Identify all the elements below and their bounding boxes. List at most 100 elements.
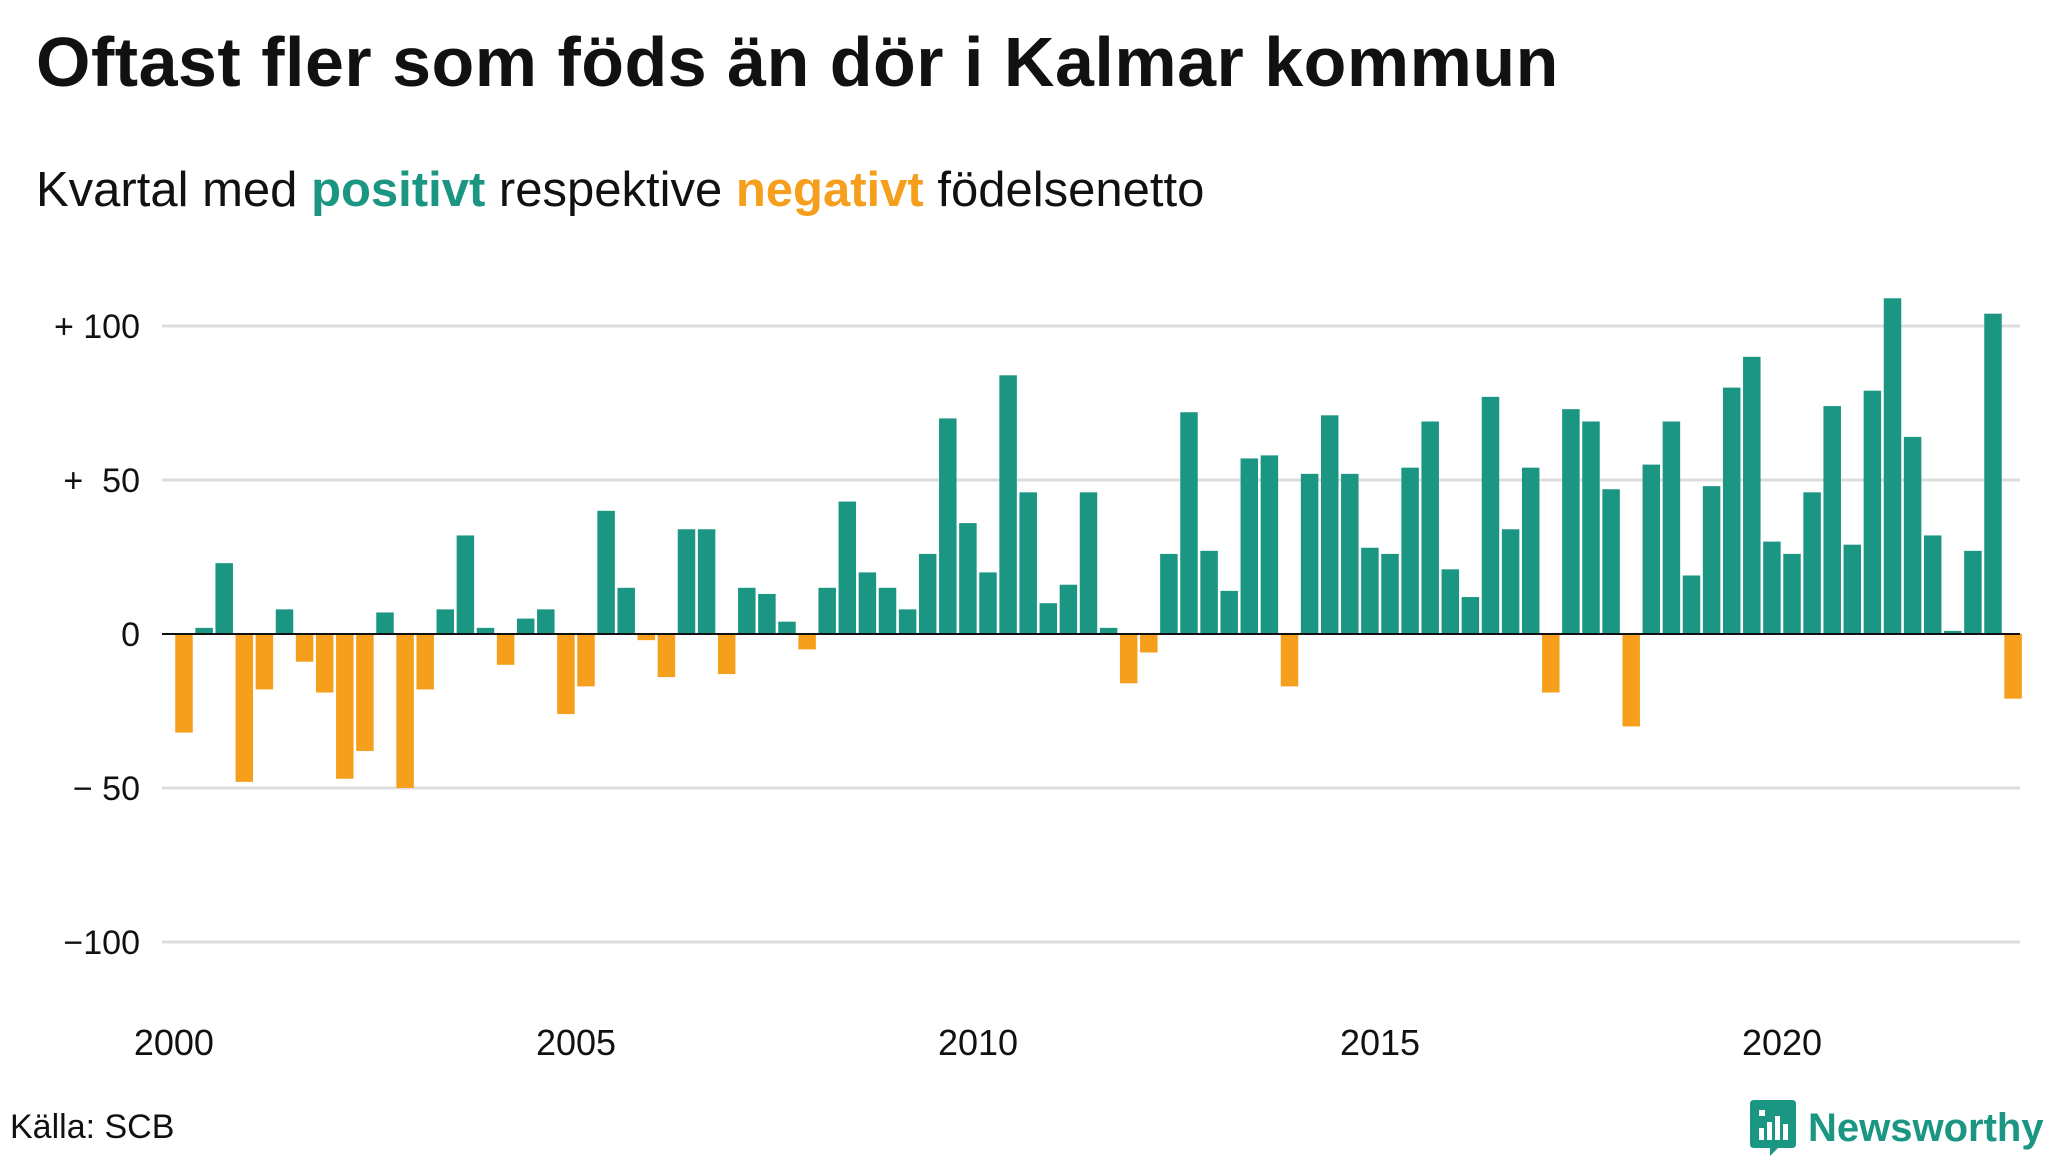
bar-2004-q3 bbox=[537, 609, 555, 634]
bar-2021-q3 bbox=[1903, 436, 1922, 634]
bar-2009-q4 bbox=[959, 523, 977, 634]
bar-2000-q1 bbox=[175, 634, 193, 733]
bar-2009-q3 bbox=[939, 418, 957, 634]
bar-2011-q1 bbox=[1059, 584, 1078, 634]
bar-2000-q2 bbox=[195, 627, 213, 634]
bar-2007-q4 bbox=[798, 634, 816, 650]
y-tick-label: + 100 bbox=[54, 308, 140, 346]
bar-2018-q2 bbox=[1642, 464, 1661, 634]
bar-2020-q4 bbox=[1843, 544, 1862, 634]
bar-2004-q2 bbox=[516, 618, 535, 634]
bar-2017-q2 bbox=[1562, 409, 1580, 634]
bar-2017-q4 bbox=[1602, 489, 1620, 634]
bar-2015-q2 bbox=[1401, 467, 1419, 634]
bar-2014-q2 bbox=[1320, 415, 1339, 634]
bar-2011-q2 bbox=[1079, 492, 1098, 634]
bar-2001-q1 bbox=[255, 634, 274, 690]
bar-2004-q4 bbox=[557, 634, 575, 715]
bar-2022-q3 bbox=[1984, 313, 2002, 634]
axis-layer: + 100 + 50 0 − 50 −100 2000 2005 2010 2015 2020 bbox=[54, 308, 2020, 1063]
bar-2016-q1 bbox=[1461, 597, 1480, 634]
bar-2017-q3 bbox=[1582, 421, 1600, 634]
x-tick-label: 2020 bbox=[1742, 1022, 1822, 1063]
y-tick-label: − 50 bbox=[73, 770, 140, 808]
chart-title: Oftast fler som föds än dör i Kalmar kom… bbox=[36, 23, 1559, 101]
bar-2003-q1 bbox=[416, 634, 434, 690]
bar-2017-q1 bbox=[1542, 634, 1560, 693]
subtitle-negative-word: negativt bbox=[735, 163, 924, 217]
bar-2009-q1 bbox=[898, 609, 917, 634]
bar-2009-q2 bbox=[918, 553, 937, 634]
bar-2001-q3 bbox=[295, 634, 314, 662]
bar-2002-q3 bbox=[376, 612, 394, 634]
bar-2005-q1 bbox=[577, 634, 595, 687]
bar-2016-q3 bbox=[1501, 529, 1520, 634]
bar-2021-q2 bbox=[1883, 298, 1902, 634]
subtitle-suffix: födelsenetto bbox=[937, 163, 1205, 217]
brand-name: Newsworthy bbox=[1808, 1105, 2044, 1150]
bar-2020-q1 bbox=[1783, 553, 1801, 634]
newsworthy-logo-icon bbox=[1750, 1100, 1796, 1156]
y-tick-label: −100 bbox=[63, 924, 140, 962]
bar-2011-q3 bbox=[1099, 627, 1118, 634]
bar-2012-q1 bbox=[1140, 634, 1158, 653]
subtitle-middle: respektive bbox=[498, 163, 723, 217]
bar-2021-q4 bbox=[1923, 535, 1942, 634]
x-tick-label: 2000 bbox=[134, 1022, 214, 1063]
bar-2002-q2 bbox=[356, 634, 374, 752]
bar-2007-q1 bbox=[738, 587, 756, 634]
bar-2003-q3 bbox=[456, 535, 475, 634]
bar-2013-q4 bbox=[1280, 634, 1299, 687]
bar-2022-q4 bbox=[2004, 634, 2022, 699]
bar-2019-q1 bbox=[1702, 486, 1721, 634]
brand-logo: Newsworthy bbox=[1750, 1098, 2044, 1158]
bar-2008-q4 bbox=[878, 587, 897, 634]
subtitle-positive-word: positivt bbox=[311, 163, 486, 217]
bar-2020-q3 bbox=[1823, 406, 1841, 634]
bar-2005-q3 bbox=[617, 587, 635, 634]
bar-2010-q4 bbox=[1039, 603, 1058, 634]
bar-2012-q2 bbox=[1160, 553, 1178, 634]
source-label: Källa: SCB bbox=[10, 1108, 175, 1146]
bar-2022-q1 bbox=[1944, 630, 1962, 634]
bar-2016-q4 bbox=[1521, 467, 1540, 634]
x-tick-label: 2010 bbox=[938, 1022, 1018, 1063]
bar-2015-q3 bbox=[1421, 421, 1439, 634]
y-tick-label: 0 bbox=[121, 616, 140, 654]
bar-2021-q1 bbox=[1863, 390, 1882, 634]
bar-2006-q4 bbox=[717, 634, 736, 675]
bar-2012-q3 bbox=[1180, 412, 1198, 634]
bar-2007-q3 bbox=[778, 621, 796, 634]
bar-2013-q1 bbox=[1220, 590, 1238, 634]
bar-2019-q2 bbox=[1722, 387, 1741, 634]
bar-2014-q3 bbox=[1341, 473, 1359, 634]
bar-2018-q4 bbox=[1682, 575, 1701, 634]
bar-2015-q4 bbox=[1441, 569, 1460, 634]
bar-2004-q1 bbox=[496, 634, 515, 665]
bar-2014-q4 bbox=[1361, 547, 1379, 634]
bar-2000-q3 bbox=[215, 563, 233, 634]
bar-2001-q4 bbox=[315, 634, 334, 693]
bar-2010-q1 bbox=[979, 572, 997, 634]
grid-layer bbox=[162, 324, 2020, 944]
bar-2001-q2 bbox=[275, 609, 294, 634]
bar-2015-q1 bbox=[1381, 553, 1399, 634]
bar-2022-q2 bbox=[1964, 550, 1982, 634]
x-tick-label: 2015 bbox=[1340, 1022, 1420, 1063]
bar-2018-q3 bbox=[1662, 421, 1681, 634]
bar-2005-q4 bbox=[637, 634, 656, 641]
bar-2010-q2 bbox=[999, 375, 1017, 634]
bar-2008-q1 bbox=[818, 587, 836, 634]
bar-2012-q4 bbox=[1200, 550, 1218, 634]
subtitle-prefix: Kvartal med bbox=[36, 163, 298, 217]
bar-2008-q3 bbox=[858, 572, 877, 634]
bar-2006-q2 bbox=[677, 529, 696, 634]
bar-2013-q3 bbox=[1260, 455, 1279, 634]
bar-2002-q1 bbox=[336, 634, 354, 779]
bar-2007-q2 bbox=[758, 593, 776, 634]
bar-2013-q2 bbox=[1240, 458, 1259, 634]
bar-2006-q1 bbox=[657, 634, 676, 678]
bar-2006-q3 bbox=[697, 529, 716, 634]
y-tick-label: + 50 bbox=[63, 462, 140, 500]
